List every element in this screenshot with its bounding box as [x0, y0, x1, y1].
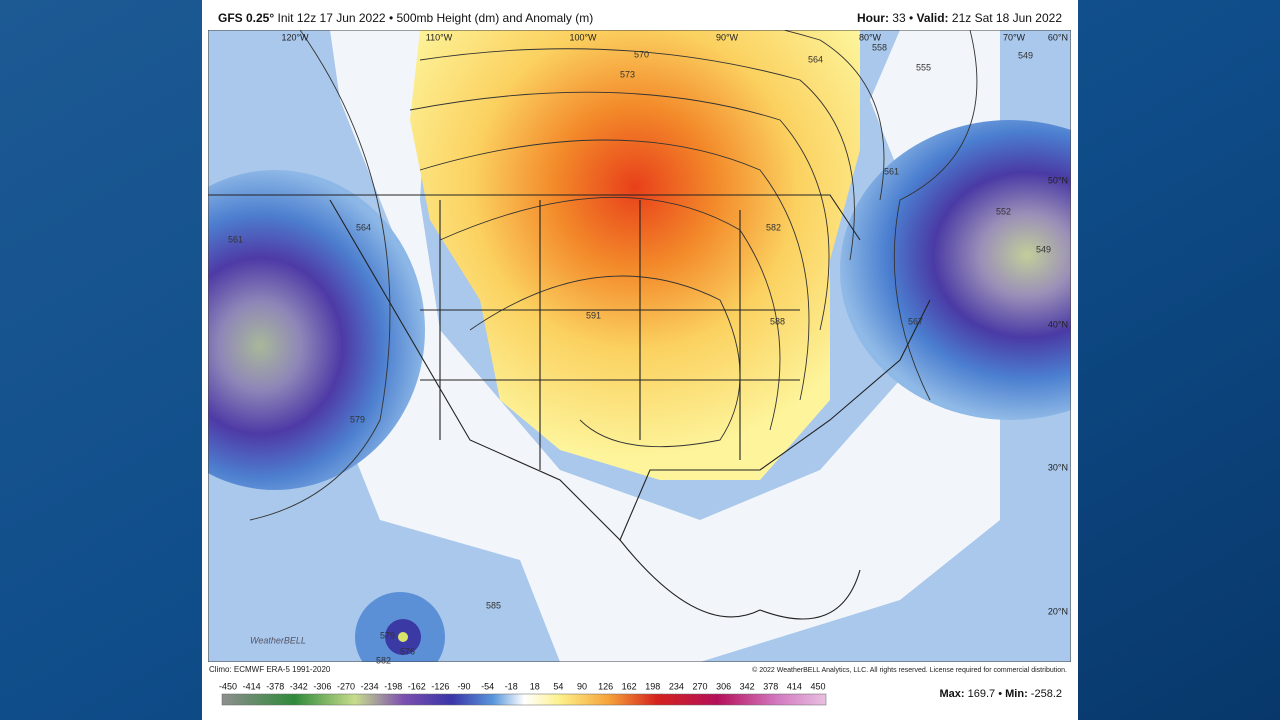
- watermark: WeatherBELL: [250, 635, 306, 645]
- colorbar-tick-label: 162: [622, 681, 637, 691]
- western-low: [208, 170, 425, 490]
- eastern-low: [840, 120, 1071, 420]
- model: GFS 0.25°: [218, 11, 274, 25]
- colorbar-tick-label: 414: [787, 681, 802, 691]
- colorbar-tick-label: 342: [740, 681, 755, 691]
- contour-labels: 570 573 564 558 555 561 552 549 549 567 …: [228, 42, 1051, 665]
- contour-label: 555: [916, 62, 931, 72]
- contour-label: 564: [356, 222, 371, 232]
- colorbar-tick-label: 126: [598, 681, 613, 691]
- contour-label: 573: [620, 69, 635, 79]
- contour-label: 576: [400, 646, 415, 656]
- copyright: © 2022 WeatherBELL Analytics, LLC. All r…: [752, 666, 1067, 674]
- min-label: Min:: [1005, 688, 1028, 700]
- colorbar-tick-label: -162: [408, 681, 426, 691]
- colorbar-tick-label: -18: [505, 681, 518, 691]
- contour-label: 591: [586, 310, 601, 320]
- separator: •: [909, 11, 913, 25]
- neutral-region: [330, 30, 1000, 662]
- colorbar-tick-label: -198: [384, 681, 402, 691]
- contour-label: 585: [486, 600, 501, 610]
- colorbar-tick-label: 198: [645, 681, 660, 691]
- colorbar-tick-label: 90: [577, 681, 587, 691]
- longitude-labels: 120°W 110°W 100°W 90°W 80°W 70°W: [281, 32, 1025, 42]
- header-left: GFS 0.25° Init 12z 17 Jun 2022 • 500mb H…: [218, 11, 593, 25]
- contour-label: 552: [996, 206, 1011, 216]
- lon-label: 120°W: [281, 32, 309, 42]
- colorbar: [221, 693, 827, 706]
- lat-label: 30°N: [1048, 462, 1068, 472]
- contour-label: 558: [872, 42, 887, 52]
- contours: [249, 30, 978, 521]
- colorbar-tick-label: 54: [553, 681, 563, 691]
- colorbar-tick-label: 306: [716, 681, 731, 691]
- min-value: -258.2: [1031, 688, 1062, 700]
- lon-label: 90°W: [716, 32, 739, 42]
- borders: [208, 194, 931, 620]
- colorbar-tick-label: -234: [361, 681, 379, 691]
- contour-label: 588: [770, 316, 785, 326]
- contour-label: 567: [908, 316, 923, 326]
- map: [208, 30, 1071, 662]
- lat-label: 20°N: [1048, 606, 1068, 616]
- colorbar-tick-label: -126: [431, 681, 449, 691]
- colorbar-tick-label: -414: [243, 681, 261, 691]
- contour-label: 582: [766, 222, 781, 232]
- contour-label: 549: [1036, 244, 1051, 254]
- hour: 33: [892, 11, 906, 25]
- colorbar-tick-label: 234: [669, 681, 684, 691]
- contour-label: 564: [808, 54, 823, 64]
- contour-label: 570: [634, 49, 649, 59]
- contour-label: 561: [884, 166, 899, 176]
- separator: •: [389, 11, 393, 25]
- climo-note: Climo: ECMWF ERA-5 1991-2020: [209, 665, 331, 674]
- colorbar-tick-label: -342: [290, 681, 308, 691]
- init: Init 12z 17 Jun 2022: [278, 11, 386, 25]
- colorbar-tick-label: -270: [337, 681, 355, 691]
- lon-label: 80°W: [859, 32, 882, 42]
- max-label: Max:: [939, 688, 964, 700]
- lat-label: 50°N: [1048, 175, 1068, 185]
- contour-label: 549: [1018, 50, 1033, 60]
- colorbar-tick-label: -54: [481, 681, 494, 691]
- contour-label: 582: [376, 655, 391, 665]
- colorbar-tick-label: -378: [266, 681, 284, 691]
- lat-label: 60°N: [1048, 32, 1068, 42]
- tropical-eye: [398, 632, 408, 642]
- max-min: Max: 169.7 • Min: -258.2: [939, 688, 1062, 700]
- hour-label: Hour:: [857, 11, 889, 25]
- lon-label: 100°W: [569, 32, 597, 42]
- colorbar-tick-label: -90: [457, 681, 470, 691]
- colorbar-tick-label: -306: [313, 681, 331, 691]
- colorbar-tick-label: 450: [810, 681, 825, 691]
- max-value: 169.7: [968, 688, 996, 700]
- contour-label: 579: [350, 414, 365, 424]
- contour-label: 579: [380, 630, 395, 640]
- lon-label: 110°W: [426, 32, 453, 42]
- separator: •: [998, 688, 1002, 700]
- contour-label: 561: [228, 234, 243, 244]
- product: 500mb Height (dm) and Anomaly (m): [396, 11, 593, 25]
- positive-anomaly: [410, 30, 860, 480]
- latitude-labels: 60°N 50°N 40°N 30°N 20°N: [1048, 32, 1068, 616]
- colorbar-tick-label: 378: [763, 681, 778, 691]
- colorbar-tick-label: 270: [692, 681, 707, 691]
- colorbar-tick-label: -450: [219, 681, 237, 691]
- header-right: Hour: 33 • Valid: 21z Sat 18 Jun 2022: [857, 11, 1062, 25]
- colorbar-tick-label: 18: [530, 681, 540, 691]
- lon-label: 70°W: [1003, 32, 1026, 42]
- valid: 21z Sat 18 Jun 2022: [952, 11, 1062, 25]
- lat-label: 40°N: [1048, 319, 1068, 329]
- valid-label: Valid:: [917, 11, 949, 25]
